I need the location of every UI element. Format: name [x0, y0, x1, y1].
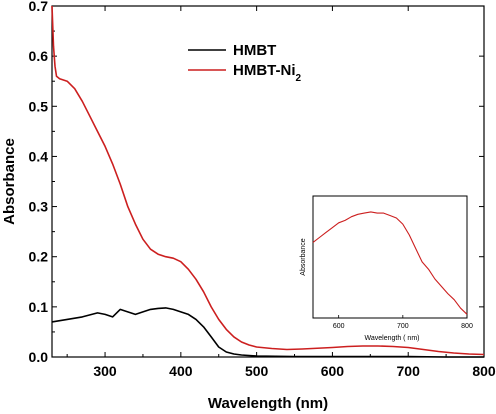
y-tick-label: 0.1 [29, 299, 49, 315]
legend-label: HMBT [233, 42, 276, 59]
legend-label: HMBT-Ni2 [233, 62, 302, 84]
x-axis-title: Wavelength (nm) [208, 395, 328, 412]
y-tick-label: 0.2 [29, 249, 49, 265]
inset-y-axis-title: Absorbance [300, 238, 307, 275]
y-tick-label: 0.3 [29, 199, 49, 215]
legend: HMBT HMBT-Ni2 [188, 42, 302, 84]
legend-subscript: 2 [296, 73, 302, 84]
x-tick-label: 800 [472, 363, 496, 379]
y-tick-label: 0.6 [29, 48, 49, 64]
series-line-hmbt-ni2 [51, 5, 485, 356]
y-axis-title: Absorbance [1, 138, 18, 225]
x-tick-label: 300 [93, 363, 117, 379]
y-tick-label: 0.0 [29, 349, 49, 365]
x-tick-label: 600 [321, 363, 345, 379]
inset-x-tick-label: 700 [397, 323, 409, 330]
x-tick-label: 700 [397, 363, 421, 379]
inset-x-tick-label: 800 [461, 323, 473, 330]
y-tick-label: 0.4 [29, 148, 49, 164]
inset-plot-area: 600 700 800 Wavelength ( nm) Absorbance [300, 195, 473, 342]
inset-series-line [312, 211, 468, 315]
y-tick-label: 0.5 [29, 98, 49, 114]
x-tick-label: 400 [169, 363, 193, 379]
inset-frame [312, 195, 468, 319]
x-tick-label: 500 [245, 363, 269, 379]
y-tick-label: 0.7 [29, 0, 49, 14]
inset-x-axis-title: Wavelength ( nm) [365, 335, 420, 342]
inset-x-tick-label: 600 [333, 323, 345, 330]
series-line-hmbt [51, 307, 484, 358]
